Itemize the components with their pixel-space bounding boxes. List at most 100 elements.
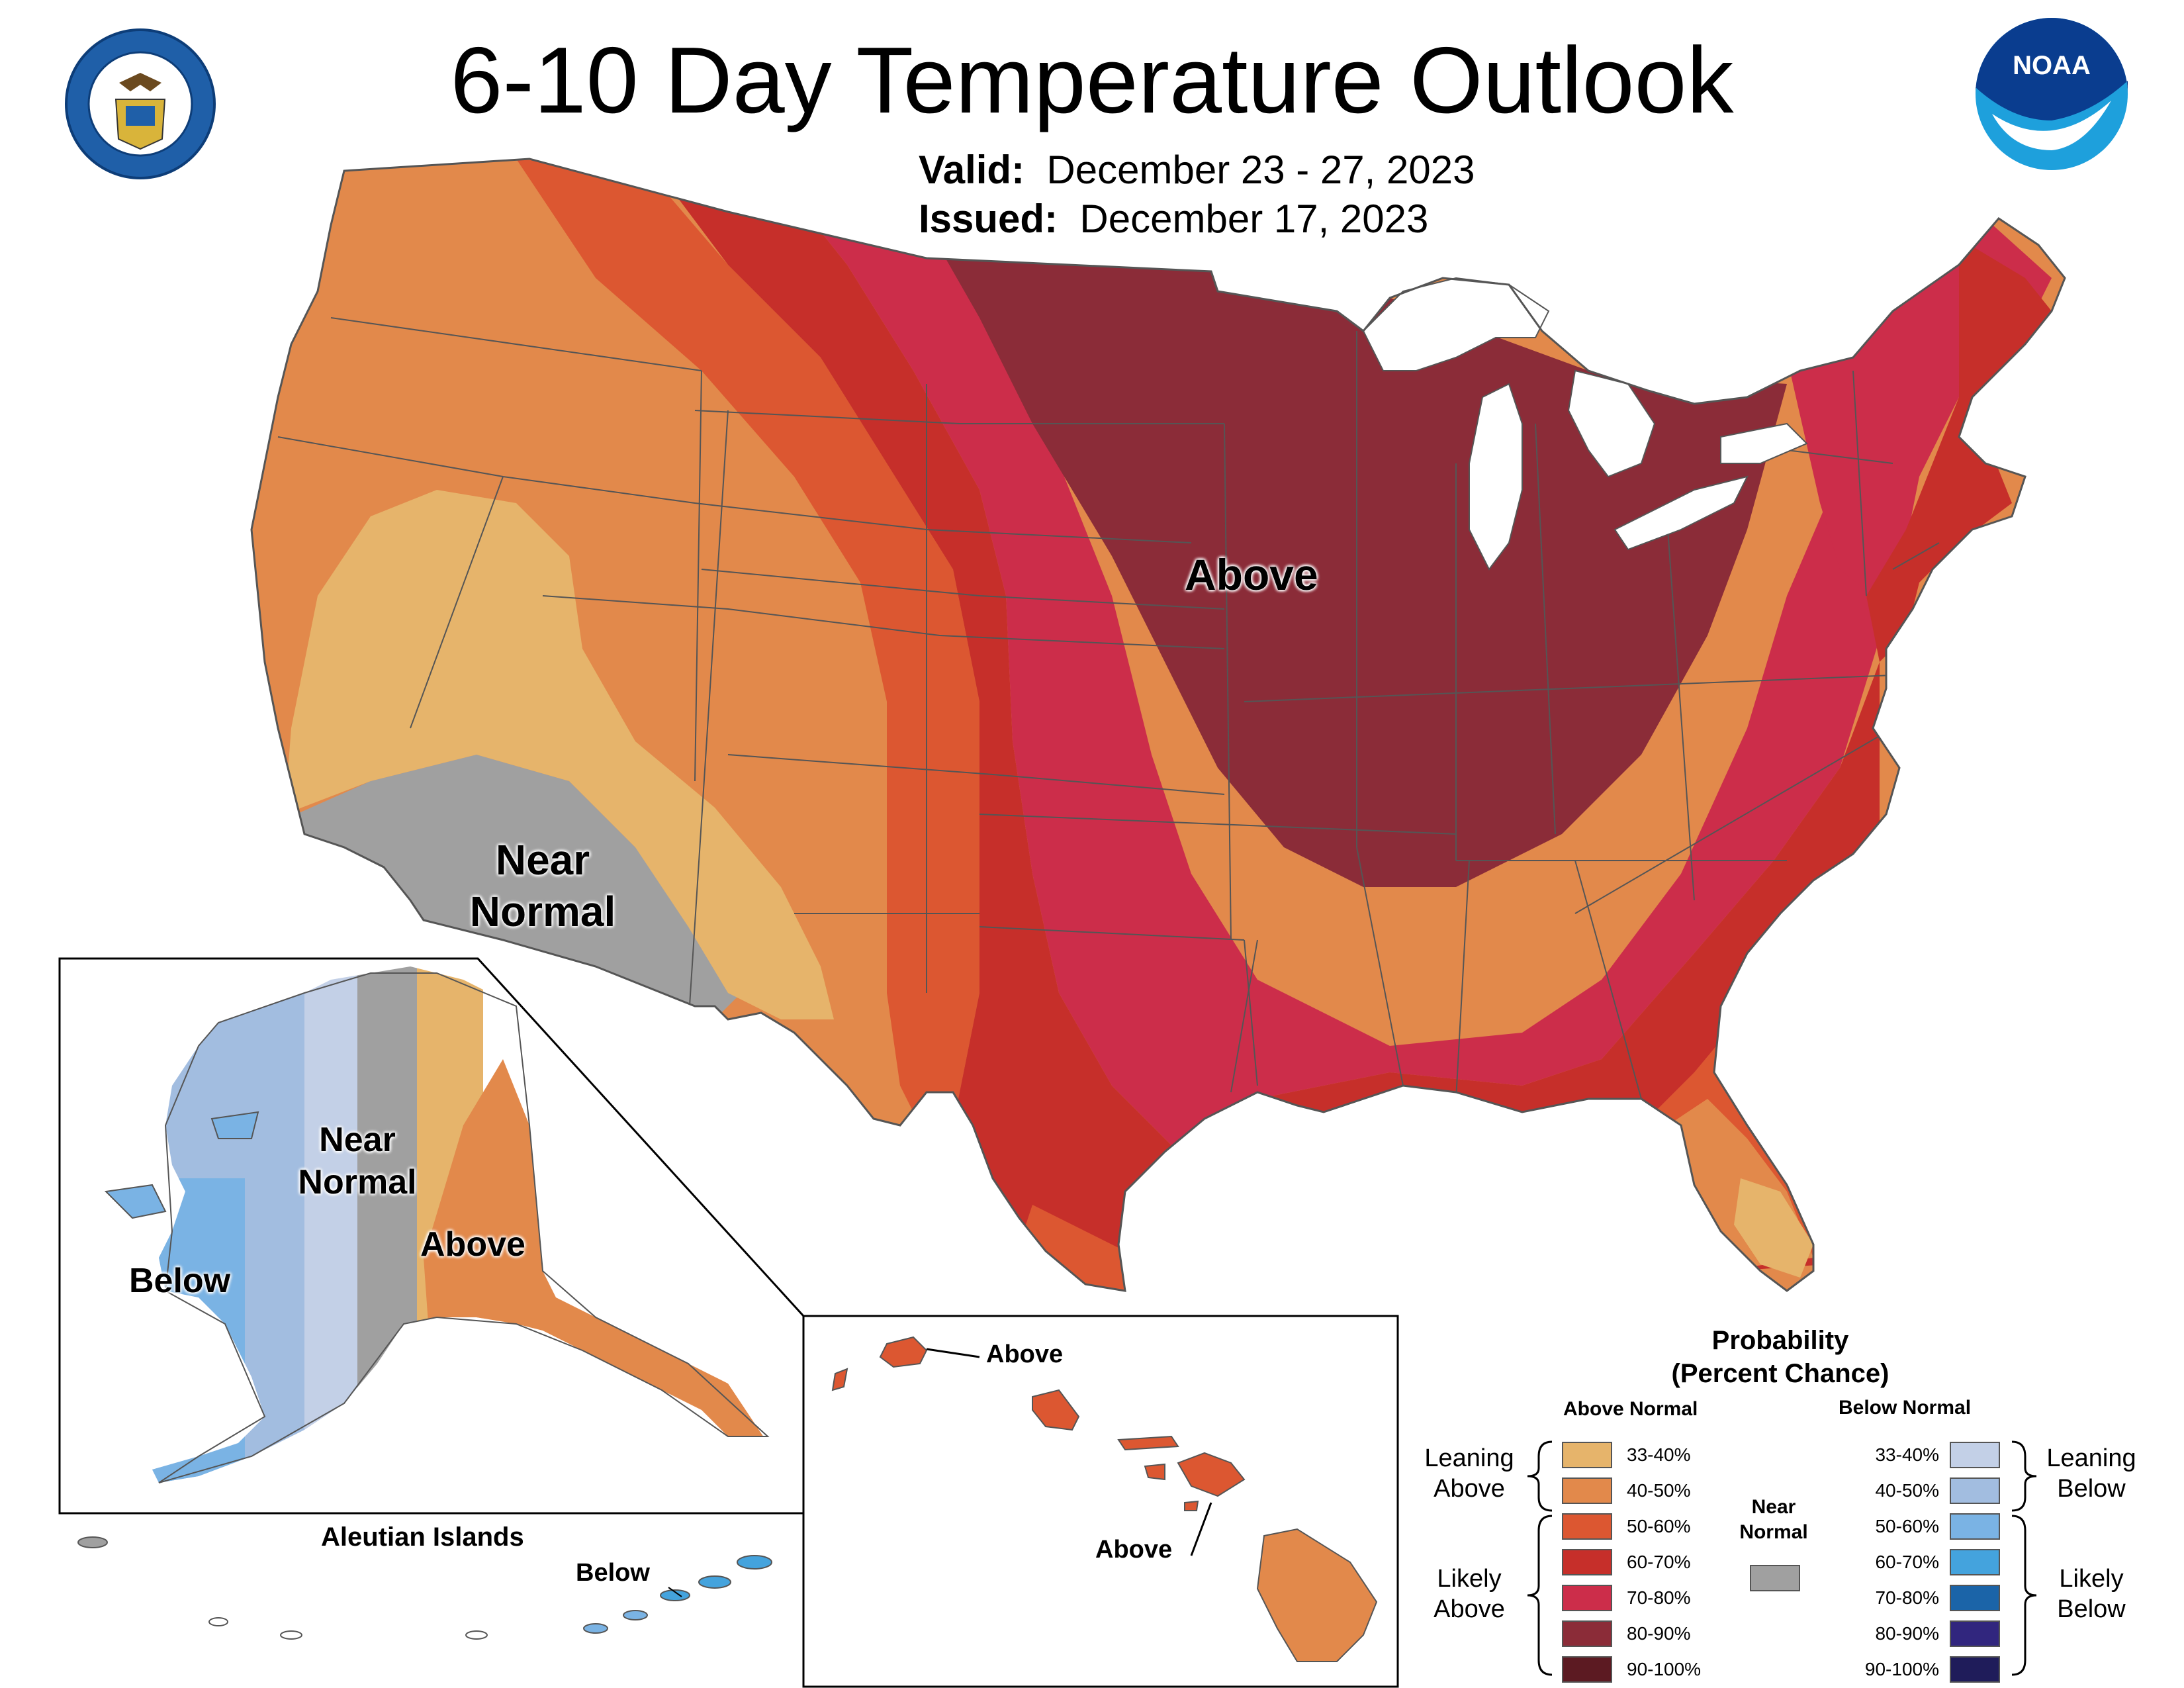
legend-leaning-below-2: Below [2057, 1475, 2126, 1503]
legend-title-1: Probability [1711, 1326, 1849, 1355]
hi-oahu [1032, 1389, 1080, 1431]
label-ak-near-2: Normal [298, 1163, 417, 1201]
legend-swatch-near-normal [1750, 1565, 1800, 1591]
hi-lanai [1144, 1463, 1165, 1481]
legend-likely-below: Likely Below [2038, 1564, 2144, 1624]
legend-above-swatch [1562, 1477, 1612, 1504]
lake-superior [1362, 277, 1550, 371]
state-borders [277, 317, 1940, 1100]
lake-ontario [1720, 422, 1808, 464]
hi-pointer-2 [1190, 1502, 1212, 1556]
hawaii-inset [802, 1315, 1399, 1688]
hi-big-island [1256, 1528, 1378, 1662]
legend-below-swatch [1950, 1442, 2000, 1468]
hi-kahoolawe [1184, 1500, 1199, 1511]
legend-below-swatch [1950, 1549, 2000, 1575]
hi-molokai [1117, 1435, 1179, 1451]
legend-below-header: Below Normal [1839, 1397, 1972, 1419]
legend-above-header: Above Normal [1563, 1398, 1698, 1420]
label-conus-near-normal: Near Normal [463, 834, 622, 937]
legend-likely-below-1: Likely [2059, 1565, 2124, 1593]
valid-dates: December 23 - 27, 2023 [1046, 148, 1475, 192]
page-title: 6-10 Day Temperature Outlook [450, 28, 1734, 133]
ak-band-lean-below [304, 966, 357, 1483]
legend-leaning-above-1: Leaning [1424, 1444, 1514, 1472]
ak-island-stlawrence [210, 1111, 259, 1139]
issued-date: December 17, 2023 [1079, 197, 1429, 241]
great-lakes [1362, 277, 1808, 571]
ak-coast [158, 972, 770, 1483]
legend-above-label: 60-70% [1627, 1552, 1691, 1572]
legend-below-swatch [1950, 1620, 2000, 1647]
legend-above-label: 90-100% [1627, 1659, 1702, 1679]
legend-title-2: (Percent Chance) [1671, 1359, 1889, 1388]
label-hawaii-above-2: Above [1095, 1536, 1173, 1564]
hi-kauai [879, 1336, 928, 1368]
noaa-logo-text: NOAA [2013, 51, 2091, 80]
issued-label: Issued: [919, 197, 1058, 241]
legend-above-label: 50-60% [1627, 1516, 1691, 1536]
label-aleutian-below: Below [576, 1559, 650, 1587]
band-near-normal [251, 755, 741, 1013]
hi-pointer-1 [926, 1348, 980, 1358]
legend-likely-below-2: Below [2057, 1595, 2126, 1623]
lake-erie [1614, 475, 1749, 551]
legend-above-swatch [1562, 1656, 1612, 1683]
legend-below-label: 50-60% [1875, 1516, 1939, 1536]
lake-michigan [1469, 383, 1523, 571]
legend-above-label: 33-40% [1627, 1444, 1691, 1465]
band-lean-above [285, 490, 834, 1019]
legend-leaning-below: Leaning Below [2038, 1443, 2144, 1504]
aleutian-chain [77, 1536, 772, 1640]
hi-niihau [831, 1368, 848, 1391]
legend-above-swatch [1562, 1620, 1612, 1647]
legend-near-2: Normal [1739, 1521, 1808, 1543]
label-conus-near-1: Near [495, 836, 590, 884]
legend-above-swatch [1562, 1513, 1612, 1540]
legend-likely-above: Likely Above [1416, 1564, 1522, 1624]
legend-near-1: Near [1751, 1496, 1796, 1518]
legend-below-label: 60-70% [1875, 1552, 1939, 1572]
legend-above-label: 40-50% [1627, 1480, 1691, 1501]
legend-below-swatch [1950, 1513, 2000, 1540]
lake-huron [1567, 369, 1656, 478]
legend-near-normal-label: Near Normal [1734, 1495, 1813, 1545]
legend-below-swatch [1950, 1585, 2000, 1611]
label-conus-above: Above [1185, 550, 1318, 599]
ak-island-nunivak [104, 1184, 167, 1219]
legend-below-label: 33-40% [1875, 1444, 1939, 1465]
label-aleutian-title: Aleutian Islands [321, 1523, 524, 1552]
valid-label: Valid: [919, 148, 1025, 192]
label-conus-near-2: Normal [469, 888, 616, 935]
legend-leaning-above: Leaning Above [1416, 1443, 1522, 1504]
noaa-logo: NOAA [1972, 15, 2131, 173]
band-above-50 [516, 159, 979, 1139]
band-above-70 [794, 199, 1985, 1152]
ak-band-below-50 [152, 1178, 245, 1483]
band-above-60-northeast [1866, 238, 2052, 662]
legend-leaning-above-2: Above [1433, 1475, 1505, 1503]
label-ak-near-1: Near [319, 1121, 396, 1159]
legend-below-swatch [1950, 1656, 2000, 1683]
legend-above-label: 80-90% [1627, 1623, 1691, 1644]
label-ak-near-normal: Near Normal [291, 1119, 424, 1203]
legend-title: Probability (Percent Chance) [1615, 1324, 1946, 1390]
legend-below-label: 40-50% [1875, 1480, 1939, 1501]
legend-below-label: 90-100% [1864, 1659, 1939, 1679]
legend-below-label: 80-90% [1875, 1623, 1939, 1644]
hi-maui [1177, 1452, 1246, 1497]
legend-above-swatch [1562, 1549, 1612, 1575]
legend-above-label: 70-80% [1627, 1587, 1691, 1608]
legend-below-swatch [1950, 1477, 2000, 1504]
legend-likely-above-2: Above [1433, 1595, 1505, 1623]
ak-band-near [357, 966, 417, 1483]
hawaii-frame [802, 1315, 1399, 1688]
legend-below-label: 70-80% [1875, 1587, 1939, 1608]
legend-leaning-below-1: Leaning [2046, 1444, 2136, 1472]
band-lean-above-florida [1734, 1178, 1813, 1278]
legend-above-swatch [1562, 1442, 1612, 1468]
legend-above-swatch [1562, 1585, 1612, 1611]
legend-braces [1527, 1440, 2037, 1676]
commerce-seal-logo [63, 26, 218, 182]
